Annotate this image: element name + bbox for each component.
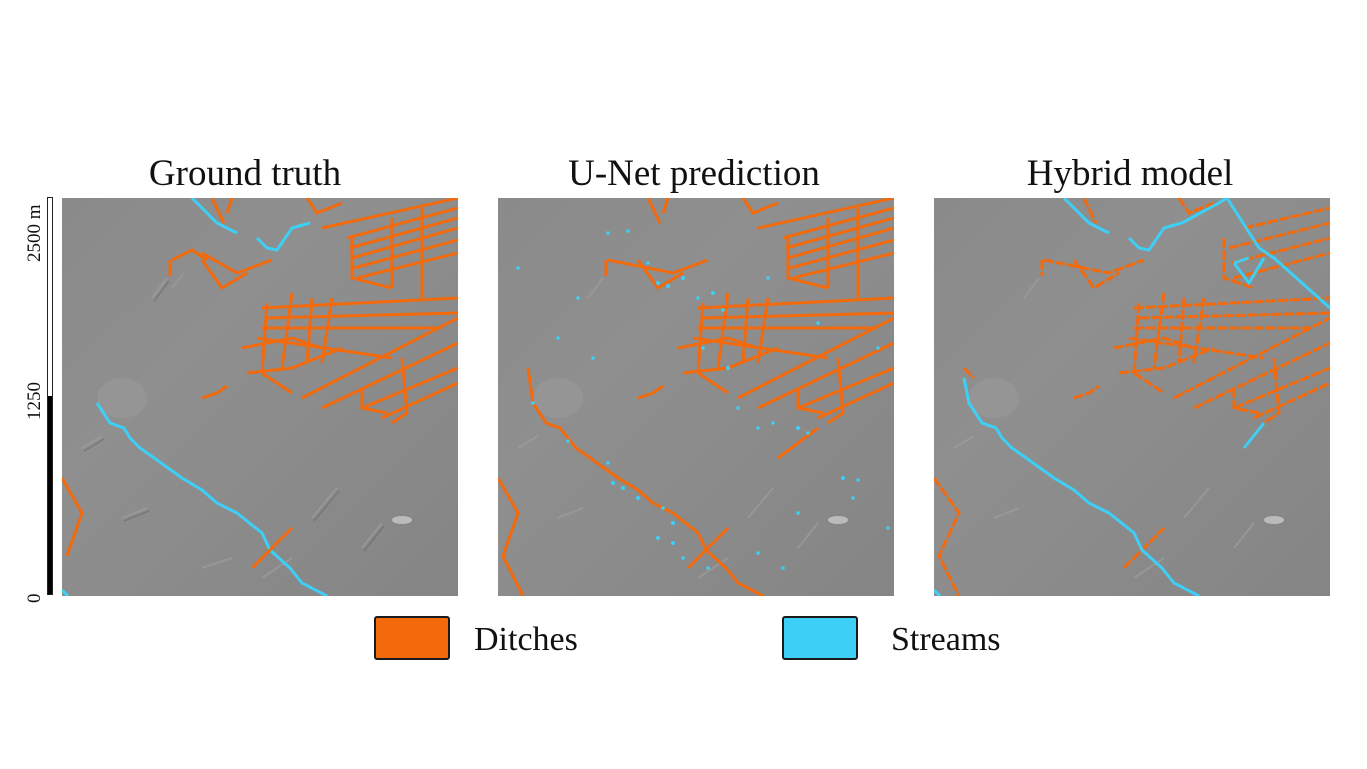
scale-label-2500: 2500 m	[24, 204, 45, 262]
map-panel-hybrid-model	[934, 198, 1330, 596]
legend-label-streams: Streams	[891, 621, 1001, 658]
map-panel-unet-prediction	[498, 198, 894, 596]
legend-swatch-ditches	[374, 616, 450, 660]
terrain-hillshade-map	[498, 198, 894, 596]
ditch-network	[498, 198, 894, 596]
scale-bar	[47, 197, 53, 595]
legend-label-ditches: Ditches	[474, 621, 578, 658]
terrain-hillshade-map	[62, 198, 458, 596]
map-panel-ground-truth	[62, 198, 458, 596]
ditch-network	[62, 198, 458, 570]
panel-title-hybrid-model: Hybrid model	[1026, 153, 1234, 194]
panel-title-unet-prediction: U-Net prediction	[568, 153, 820, 194]
stream-prediction-dots	[516, 229, 890, 570]
scale-label-1250: 1250	[24, 382, 45, 420]
stream-lines	[934, 198, 1330, 596]
ditch-network	[934, 198, 1330, 596]
scale-label-0: 0	[24, 593, 45, 604]
terrain-hillshade-map	[934, 198, 1330, 596]
stream-lines	[62, 198, 328, 596]
scale-bar-lower-segment	[48, 396, 52, 594]
legend-swatch-streams	[782, 616, 858, 660]
panel-title-ground-truth: Ground truth	[148, 153, 342, 194]
